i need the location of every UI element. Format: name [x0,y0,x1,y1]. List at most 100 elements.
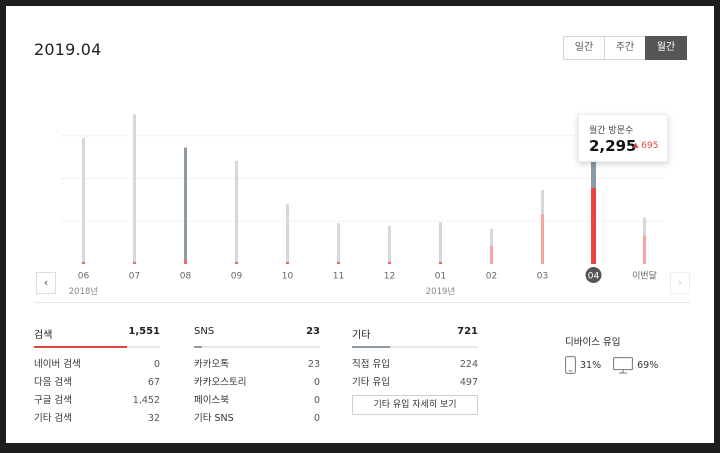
x-tick-label: 11 [333,272,344,282]
tooltip-change: ▲ 695 [633,141,658,151]
stat-row: 구글 검색 1,452 [34,392,160,410]
etc-detail-button[interactable]: 기타 유입 자세히 보기 [352,395,478,415]
row-value: 0 [313,395,320,406]
x-tick-label: 12 [384,272,395,282]
bar-total [388,226,391,262]
up-arrow-icon: ▲ [633,141,639,149]
bar-part [235,261,238,264]
stat-row: 카카오스토리 0 [194,374,320,392]
stat-row: 기타 검색 32 [34,410,160,428]
row-label: 카카오톡 [194,359,229,370]
year-label: 2019년 [426,286,455,297]
tab-monthly[interactable]: 월간 [645,36,687,60]
stat-bar-fill [352,346,390,348]
row-label: 다음 검색 [34,377,72,388]
stat-row: 다음 검색 67 [34,374,160,392]
year-label: 2018년 [69,286,98,297]
bar-total [235,160,238,262]
tooltip-label: 월간 방문수 [589,126,634,136]
x-tick-label: 01 [435,272,446,282]
row-value: 0 [153,359,160,370]
stat-total: 1,551 [128,326,160,337]
bar-total [490,228,493,246]
mobile-percent: 31% [580,359,602,371]
stat-header: 검색 1,551 [34,326,160,346]
chart-next-button[interactable]: › [670,272,690,294]
selected-month-marker [585,267,602,283]
mobile-icon [565,356,576,374]
bar-total [337,223,340,262]
row-label: 카카오스토리 [194,377,247,388]
bar-part [643,235,646,264]
stat-header: 기타 721 [352,326,478,346]
stat-title: 기타 [352,330,371,341]
x-tick-label: 08 [180,272,192,282]
stat-row: 기타 SNS 0 [194,410,320,428]
stat-total: 23 [306,326,320,337]
stat-total: 721 [457,326,478,337]
row-value: 1,452 [132,395,160,406]
bar-total [133,114,136,262]
stat-row: 페이스북 0 [194,392,320,410]
pc-percent: 69% [637,359,659,371]
tooltip-change-value: 695 [641,141,659,151]
row-value: 497 [459,377,478,388]
row-value: 0 [313,413,320,424]
bar-total [439,222,442,262]
stats-panel: 2019.04 일간 주간 월간 06 07 08 09 10 11 12 01 02 03 04 이… [6,6,714,443]
bar-total [591,154,596,188]
x-tick-label: 07 [129,272,140,282]
bar-total [643,217,646,236]
period-tabs: 일간 주간 월간 [563,36,687,60]
bar-total [286,204,289,262]
visits-bar-chart: 06 07 08 09 10 11 12 01 02 03 04 이번달 2018년 2019년 [62,114,666,297]
chart-tooltip: 월간 방문수 2,295 ▲ 695 [578,114,668,162]
row-value: 23 [307,359,320,370]
stat-row: 카카오톡 23 [194,356,320,374]
x-tick-label: 06 [78,272,90,282]
bar-total [82,138,85,262]
stat-bar-fill [194,346,202,348]
bar-part [541,214,544,264]
row-label: 기타 유입 [352,377,390,388]
x-tick-label: 이번달 [632,270,657,282]
row-value: 67 [147,377,160,388]
row-label: 기타 검색 [34,413,72,424]
stat-bar [352,346,478,348]
row-label: 직접 유입 [352,359,390,370]
bar-part [388,261,391,264]
bar-part [337,261,340,264]
bar-part [286,261,289,264]
tooltip-value: 2,295 [589,137,637,155]
bar-part [133,261,136,264]
stat-etc: 기타 721 직접 유입 224 기타 유입 497 기타 유입 자세히 보기 [352,326,478,415]
x-tick-label: 10 [282,272,294,282]
stat-bar [194,346,320,348]
stat-bar [34,346,160,348]
x-tick-label: 09 [231,272,243,282]
x-tick-label: 02 [486,272,497,282]
stat-bar-fill [34,346,128,348]
x-tick-label: 03 [537,272,548,282]
stat-header: SNS 23 [194,326,320,346]
period-title: 2019.04 [34,40,102,59]
stat-row: 네이버 검색 0 [34,356,160,374]
chart-prev-button[interactable]: ‹ [36,272,56,294]
stat-search: 검색 1,551 네이버 검색 0 다음 검색 67 구글 검색 1,452 기타 검… [34,326,160,428]
bar-part [490,245,493,264]
row-value: 224 [459,359,478,370]
row-label: 구글 검색 [34,395,72,406]
monitor-icon [613,356,634,373]
x-tick-label: 04 [588,272,600,282]
bar-part [439,261,442,264]
bar-part [591,188,596,264]
bar-part [82,261,85,264]
divider [34,302,690,303]
device-share: 디바이스 유입 31% 69% [565,334,670,374]
row-label: 페이스북 [194,395,229,406]
bar-total [541,189,544,215]
row-label: 기타 SNS [194,413,234,424]
bar-total [184,147,187,260]
stat-row: 직접 유입 224 [352,356,478,374]
bar-part [184,259,187,264]
